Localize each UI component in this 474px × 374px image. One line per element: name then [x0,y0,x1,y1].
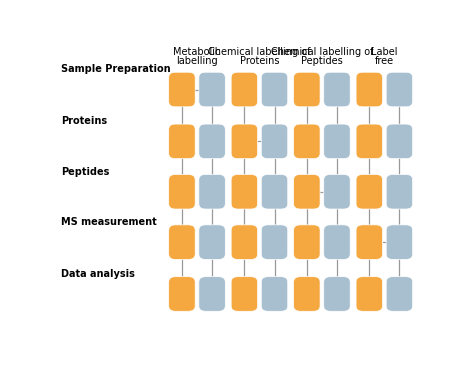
FancyBboxPatch shape [261,225,288,260]
FancyBboxPatch shape [261,124,288,159]
Text: Metabolic: Metabolic [173,47,221,57]
FancyBboxPatch shape [231,124,258,159]
Text: Peptides: Peptides [61,166,109,177]
FancyBboxPatch shape [293,72,320,107]
FancyBboxPatch shape [261,277,288,311]
FancyBboxPatch shape [199,124,225,159]
FancyBboxPatch shape [293,124,320,159]
FancyBboxPatch shape [199,72,225,107]
FancyBboxPatch shape [261,174,288,209]
Text: labelling: labelling [176,56,218,66]
Text: Proteins: Proteins [240,56,279,66]
FancyBboxPatch shape [386,174,413,209]
Text: Sample Preparation: Sample Preparation [61,64,171,74]
FancyBboxPatch shape [199,277,225,311]
FancyBboxPatch shape [386,277,413,311]
FancyBboxPatch shape [231,225,258,260]
Text: Chemical labelling of: Chemical labelling of [208,47,310,57]
FancyBboxPatch shape [199,225,225,260]
FancyBboxPatch shape [231,72,258,107]
FancyBboxPatch shape [356,124,383,159]
FancyBboxPatch shape [324,124,350,159]
FancyBboxPatch shape [199,174,225,209]
FancyBboxPatch shape [169,277,195,311]
Text: Proteins: Proteins [61,116,107,126]
FancyBboxPatch shape [324,225,350,260]
FancyBboxPatch shape [293,277,320,311]
Text: Label: Label [371,47,398,57]
FancyBboxPatch shape [261,72,288,107]
Text: Peptides: Peptides [301,56,343,66]
FancyBboxPatch shape [169,72,195,107]
Text: Chemical labelling of: Chemical labelling of [271,47,373,57]
FancyBboxPatch shape [356,72,383,107]
Text: Data analysis: Data analysis [61,269,135,279]
FancyBboxPatch shape [324,174,350,209]
FancyBboxPatch shape [356,225,383,260]
FancyBboxPatch shape [231,174,258,209]
FancyBboxPatch shape [386,72,413,107]
FancyBboxPatch shape [386,124,413,159]
FancyBboxPatch shape [169,225,195,260]
FancyBboxPatch shape [324,72,350,107]
FancyBboxPatch shape [169,174,195,209]
FancyBboxPatch shape [386,225,413,260]
FancyBboxPatch shape [324,277,350,311]
FancyBboxPatch shape [231,277,258,311]
Text: free: free [375,56,394,66]
FancyBboxPatch shape [293,225,320,260]
FancyBboxPatch shape [293,174,320,209]
FancyBboxPatch shape [356,277,383,311]
Text: MS measurement: MS measurement [61,217,157,227]
FancyBboxPatch shape [169,124,195,159]
FancyBboxPatch shape [356,174,383,209]
